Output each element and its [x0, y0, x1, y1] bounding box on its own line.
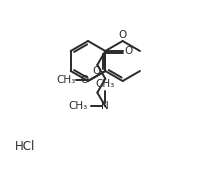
Text: O: O — [80, 75, 89, 85]
Text: N: N — [101, 101, 109, 111]
Text: CH₃: CH₃ — [56, 75, 75, 85]
Text: CH₃: CH₃ — [96, 79, 115, 89]
Text: O: O — [92, 66, 100, 76]
Text: CH₃: CH₃ — [68, 101, 87, 111]
Text: HCl: HCl — [15, 140, 35, 153]
Text: O: O — [124, 46, 133, 56]
Text: O: O — [119, 30, 127, 40]
